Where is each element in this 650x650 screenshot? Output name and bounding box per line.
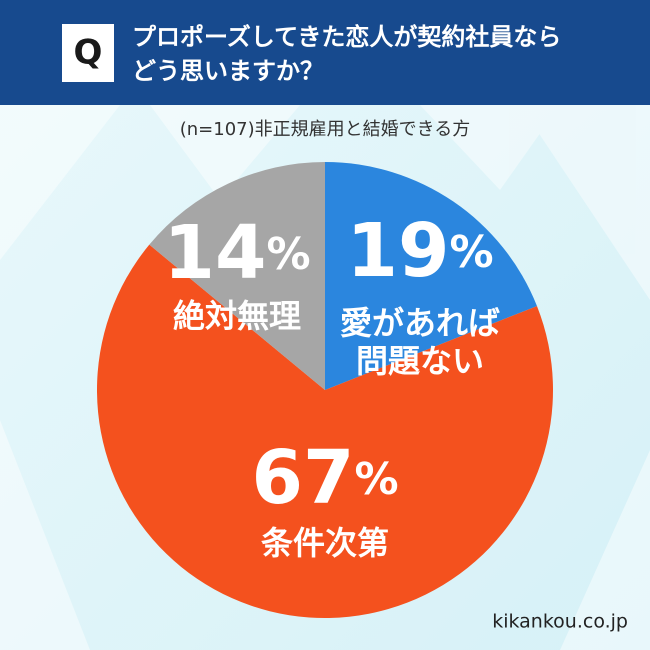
chart-title: プロポーズしてきた恋人が契約社員ならどう思いますか？ [132,23,561,85]
badge-box [62,24,114,82]
badge: Q [74,33,103,73]
pie [97,162,553,618]
pie-slice [97,244,553,618]
pie-slice [149,162,325,390]
value-label: 14% [163,210,310,296]
source: kikankou.co.jp [492,611,628,633]
slice-label: 条件次第 [261,524,389,562]
background-pattern [0,105,650,650]
value-label: 19% [346,208,493,294]
slice-label: 愛があれば問題ない [340,304,500,380]
chart-subtitle: (n=107)非正規雇用と結婚できる方 [180,119,471,140]
labels: 19% 愛があれば問題ない 67%条件次第 14%絶対無理 [163,208,500,563]
value-label: 67% [251,435,398,521]
pie-slice [325,162,537,390]
slice-label: 絶対無理 [173,297,301,335]
